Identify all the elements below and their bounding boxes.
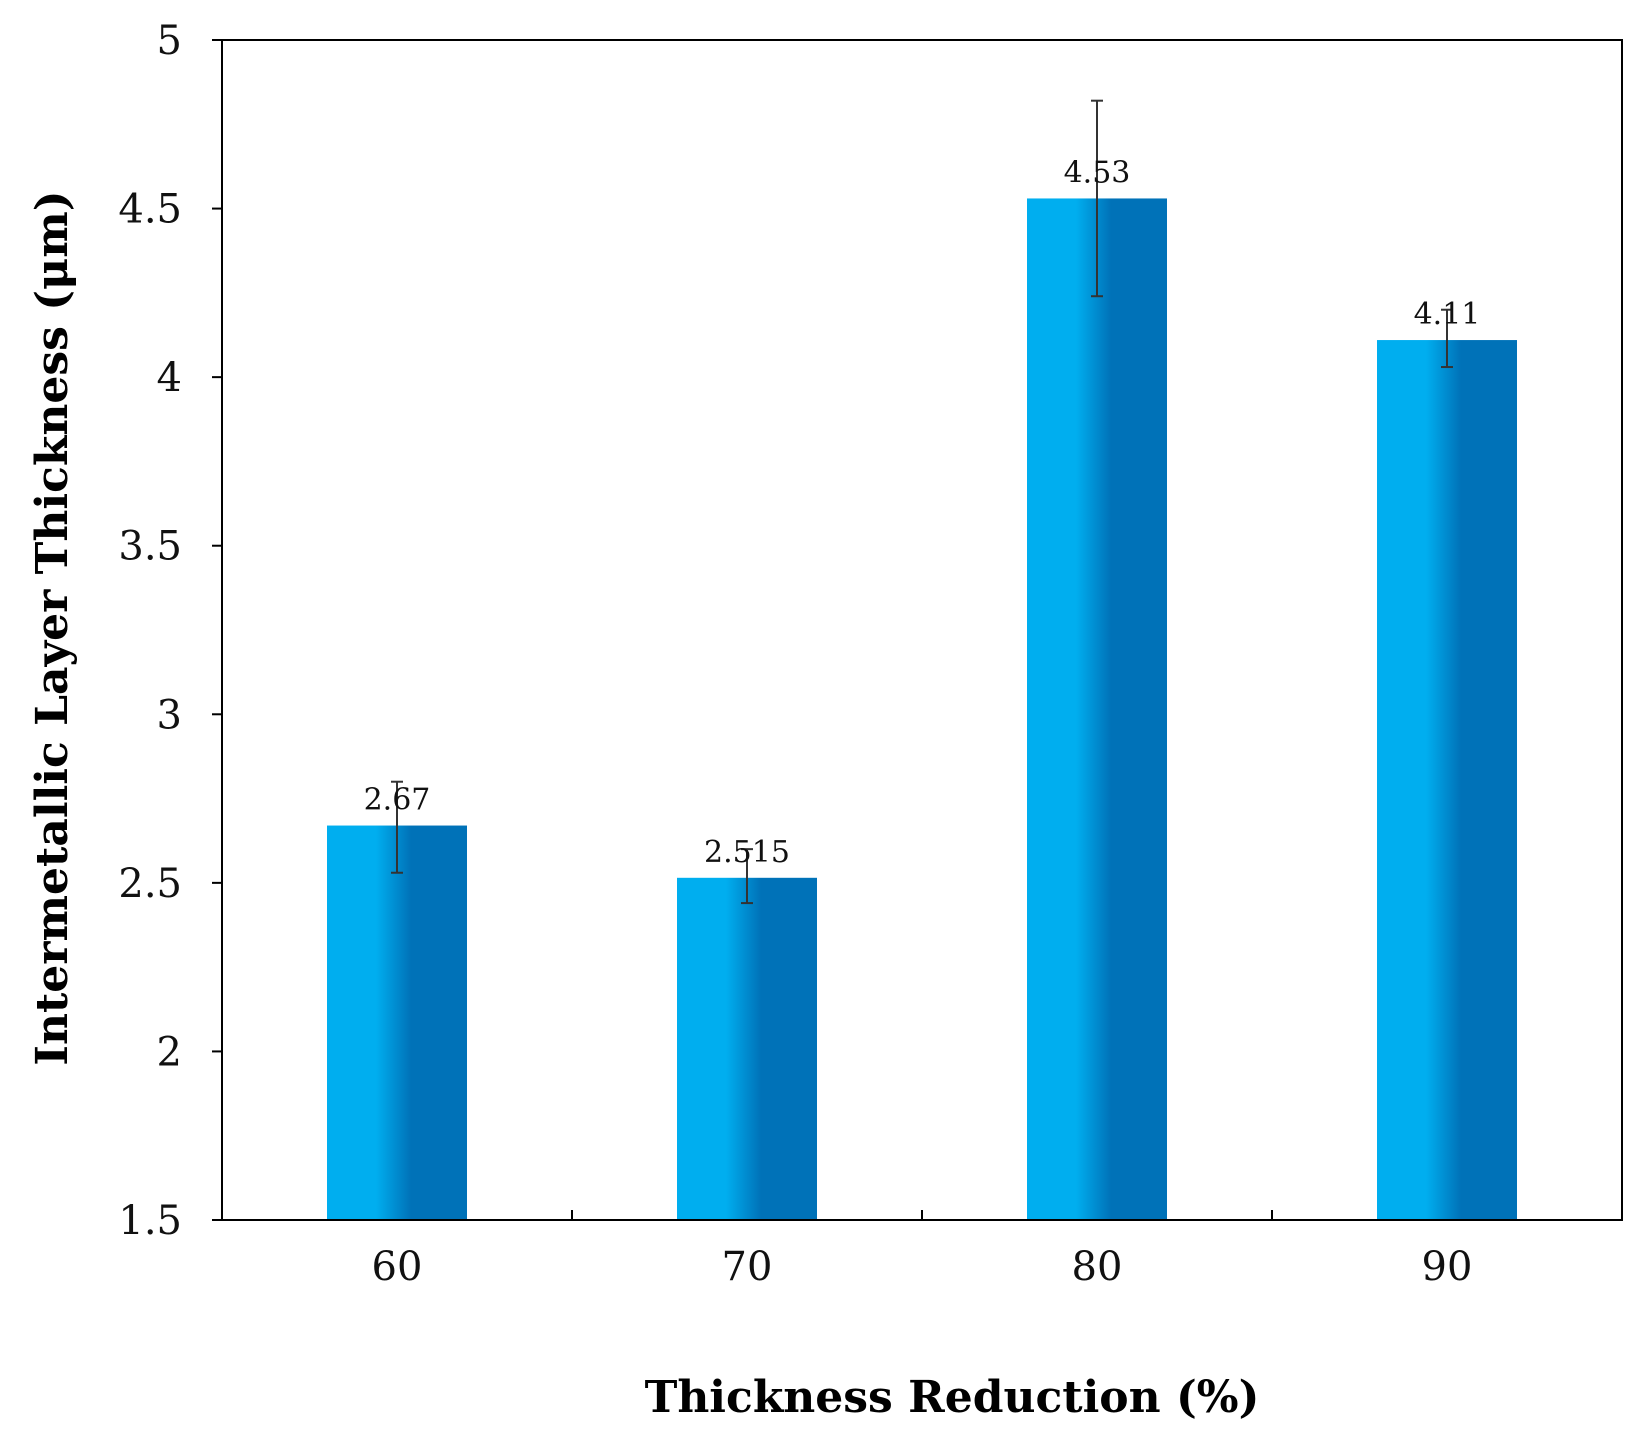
y-tick-label-3: 3 — [157, 692, 182, 738]
error-bar-70 — [741, 848, 753, 905]
x-tick-label-80: 80 — [1072, 1244, 1123, 1290]
y-tick-label-5: 5 — [157, 18, 182, 64]
y-tick-label-3.5: 3.5 — [118, 524, 182, 570]
data-label-70: 2.515 — [704, 835, 790, 870]
y-axis-ticks: 1.5 2 2.5 3 3.5 4 4.5 5 — [118, 18, 222, 1244]
data-label-60: 2.67 — [364, 783, 431, 818]
y-axis-title: Intermetallic Layer Thickness (μm) — [27, 190, 78, 1065]
y-tick-label-2: 2 — [157, 1029, 182, 1075]
bar-90 — [1377, 340, 1517, 1220]
bar-80 — [1027, 198, 1167, 1220]
x-tick-label-70: 70 — [722, 1244, 773, 1290]
x-axis-title: Thickness Reduction (%) — [645, 1372, 1260, 1423]
bar-60 — [327, 825, 467, 1220]
y-tick-label-4: 4 — [157, 355, 182, 401]
y-tick-label-1.5: 1.5 — [118, 1198, 182, 1244]
x-tick-label-90: 90 — [1422, 1244, 1473, 1290]
y-tick-label-2.5: 2.5 — [118, 861, 182, 907]
data-labels-layer: 2.67 2.515 4.53 4.11 — [364, 155, 1481, 869]
bar-70 — [677, 877, 817, 1220]
error-bar-80 — [1091, 99, 1103, 298]
error-bar-90 — [1441, 308, 1453, 369]
data-label-90: 4.11 — [1414, 297, 1481, 332]
x-axis-ticks: 60 70 80 90 — [372, 1210, 1473, 1290]
error-bars-layer — [391, 99, 1453, 905]
x-tick-label-60: 60 — [372, 1244, 423, 1290]
bars-layer — [327, 198, 1517, 1220]
error-bar-60 — [391, 780, 403, 874]
y-tick-label-4.5: 4.5 — [118, 187, 182, 233]
data-label-80: 4.53 — [1064, 155, 1131, 190]
